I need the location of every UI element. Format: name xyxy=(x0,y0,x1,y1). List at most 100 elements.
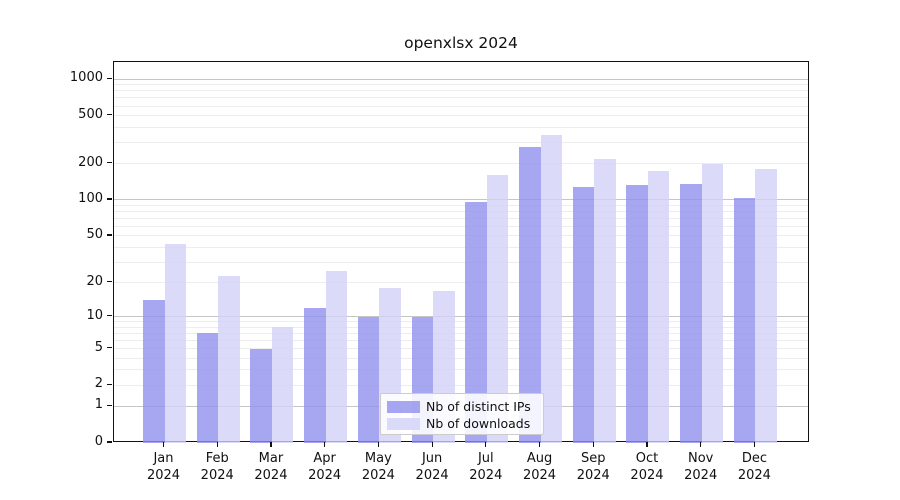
bar-nb-of-distinct-ips-oct xyxy=(626,185,648,443)
x-tick-label-aug: Aug 2024 xyxy=(509,450,571,484)
bar-nb-of-downloads-apr xyxy=(325,271,348,443)
y-tick-label-5: 5 xyxy=(94,339,103,355)
plot-area xyxy=(113,61,809,443)
x-tick-mark-jan xyxy=(162,442,165,447)
bar-nb-of-downloads-jul xyxy=(486,175,509,443)
x-tick-label-sep: Sep 2024 xyxy=(562,450,624,484)
x-tick-year: 2024 xyxy=(254,468,288,483)
x-tick-mark-mar xyxy=(270,442,272,447)
x-tick-label-apr: Apr 2024 xyxy=(294,450,356,484)
gridline-minor-50 xyxy=(114,235,808,237)
y-tick-mark-5 xyxy=(107,347,112,349)
x-tick-year: 2024 xyxy=(200,468,234,483)
legend-label-distinct-ips: Nb of distinct IPs xyxy=(426,399,531,414)
y-tick-mark-50 xyxy=(107,234,112,236)
gridline-minor-90 xyxy=(114,204,808,206)
bar-nb-of-distinct-ips-aug xyxy=(519,146,541,443)
x-tick-year: 2024 xyxy=(146,468,181,483)
x-tick-year: 2024 xyxy=(737,468,771,483)
x-tick-year: 2024 xyxy=(308,468,342,483)
bar-nb-of-distinct-ips-jul xyxy=(465,201,487,443)
bar-nb-of-distinct-ips-jan xyxy=(143,300,165,443)
bar-nb-of-distinct-ips-sep xyxy=(572,186,595,443)
x-tick-month: Nov xyxy=(688,451,714,466)
x-tick-mark-oct xyxy=(646,442,648,447)
gridline-minor-700 xyxy=(114,97,808,99)
bar-nb-of-distinct-ips-mar xyxy=(250,348,272,443)
gridline-minor-5 xyxy=(114,348,808,350)
gridline-minor-800 xyxy=(114,90,808,92)
y-tick-label-1: 1 xyxy=(94,397,103,413)
x-tick-year: 2024 xyxy=(469,468,503,483)
gridline-minor-500 xyxy=(114,115,808,117)
bar-nb-of-distinct-ips-apr xyxy=(304,307,326,443)
y-tick-label-1000: 1000 xyxy=(69,70,103,86)
x-tick-month: Jul xyxy=(477,451,494,466)
gridline-minor-3 xyxy=(114,369,808,371)
legend-item-downloads: Nb of downloads xyxy=(387,415,543,432)
bar-nb-of-downloads-jan xyxy=(164,243,186,443)
x-tick-mark-jun xyxy=(431,442,433,447)
y-tick-label-100: 100 xyxy=(78,190,103,206)
legend: Nb of distinct IPs Nb of downloads xyxy=(380,393,544,435)
y-tick-mark-200 xyxy=(107,162,112,164)
x-tick-mark-apr xyxy=(324,442,326,447)
x-tick-year: 2024 xyxy=(522,468,557,483)
x-tick-label-oct: Oct 2024 xyxy=(616,450,678,484)
bar-nb-of-downloads-nov xyxy=(701,163,724,443)
bar-nb-of-distinct-ips-dec xyxy=(733,198,756,443)
gridline-minor-40 xyxy=(114,246,808,248)
x-tick-mark-nov xyxy=(700,442,702,447)
gridline-minor-600 xyxy=(114,105,808,107)
y-tick-label-0: 0 xyxy=(94,434,103,449)
y-tick-mark-20 xyxy=(107,281,112,283)
x-tick-month: Dec xyxy=(741,451,767,466)
gridline-minor-200 xyxy=(114,163,808,165)
x-tick-label-dec: Dec 2024 xyxy=(723,450,785,484)
x-tick-month: Oct xyxy=(635,451,659,466)
x-tick-month: Feb xyxy=(205,451,229,466)
x-tick-year: 2024 xyxy=(361,468,395,483)
y-tick-label-200: 200 xyxy=(78,154,103,170)
gridline-minor-4 xyxy=(114,357,808,359)
x-tick-label-jun: Jun 2024 xyxy=(401,450,463,484)
gridline-minor-30 xyxy=(114,261,808,263)
gridline-minor-20 xyxy=(114,282,808,284)
x-tick-label-mar: Mar 2024 xyxy=(240,450,302,484)
x-tick-month: Sep xyxy=(580,451,606,466)
x-tick-mark-dec xyxy=(753,442,755,447)
bar-nb-of-downloads-sep xyxy=(594,158,616,443)
gridline-minor-2 xyxy=(114,384,808,386)
legend-item-distinct-ips: Nb of distinct IPs xyxy=(387,398,543,415)
x-tick-mark-jul xyxy=(485,442,487,447)
legend-swatch-distinct-ips-icon xyxy=(387,400,420,413)
gridline-major-1000 xyxy=(114,78,808,80)
x-tick-mark-may xyxy=(377,442,379,447)
x-tick-month: Apr xyxy=(313,451,336,466)
chart-title: openxlsx 2024 xyxy=(404,34,518,52)
bar-nb-of-distinct-ips-nov xyxy=(680,184,702,443)
x-tick-month: Mar xyxy=(258,451,284,466)
x-tick-year: 2024 xyxy=(630,468,664,483)
x-tick-year: 2024 xyxy=(684,468,718,483)
x-tick-month: Aug xyxy=(526,451,553,466)
x-tick-month: Jun xyxy=(421,451,443,466)
legend-swatch-downloads-icon xyxy=(387,417,420,430)
gridline-major-10 xyxy=(114,316,808,318)
x-tick-mark-feb xyxy=(216,442,218,447)
x-tick-mark-sep xyxy=(592,442,594,447)
bar-nb-of-downloads-dec xyxy=(755,169,777,443)
y-tick-mark-10 xyxy=(107,315,112,317)
x-tick-month: Jan xyxy=(153,451,174,466)
bar-nb-of-distinct-ips-may xyxy=(357,316,380,443)
y-tick-label-10: 10 xyxy=(86,307,103,323)
x-tick-mark-aug xyxy=(538,442,541,447)
gridline-major-100 xyxy=(114,199,808,201)
y-tick-mark-1 xyxy=(107,404,112,407)
y-tick-label-50: 50 xyxy=(86,226,103,242)
y-tick-label-20: 20 xyxy=(86,273,103,289)
gridline-minor-6 xyxy=(114,340,808,341)
legend-label-downloads: Nb of downloads xyxy=(426,416,531,431)
bar-nb-of-downloads-aug xyxy=(540,135,563,443)
